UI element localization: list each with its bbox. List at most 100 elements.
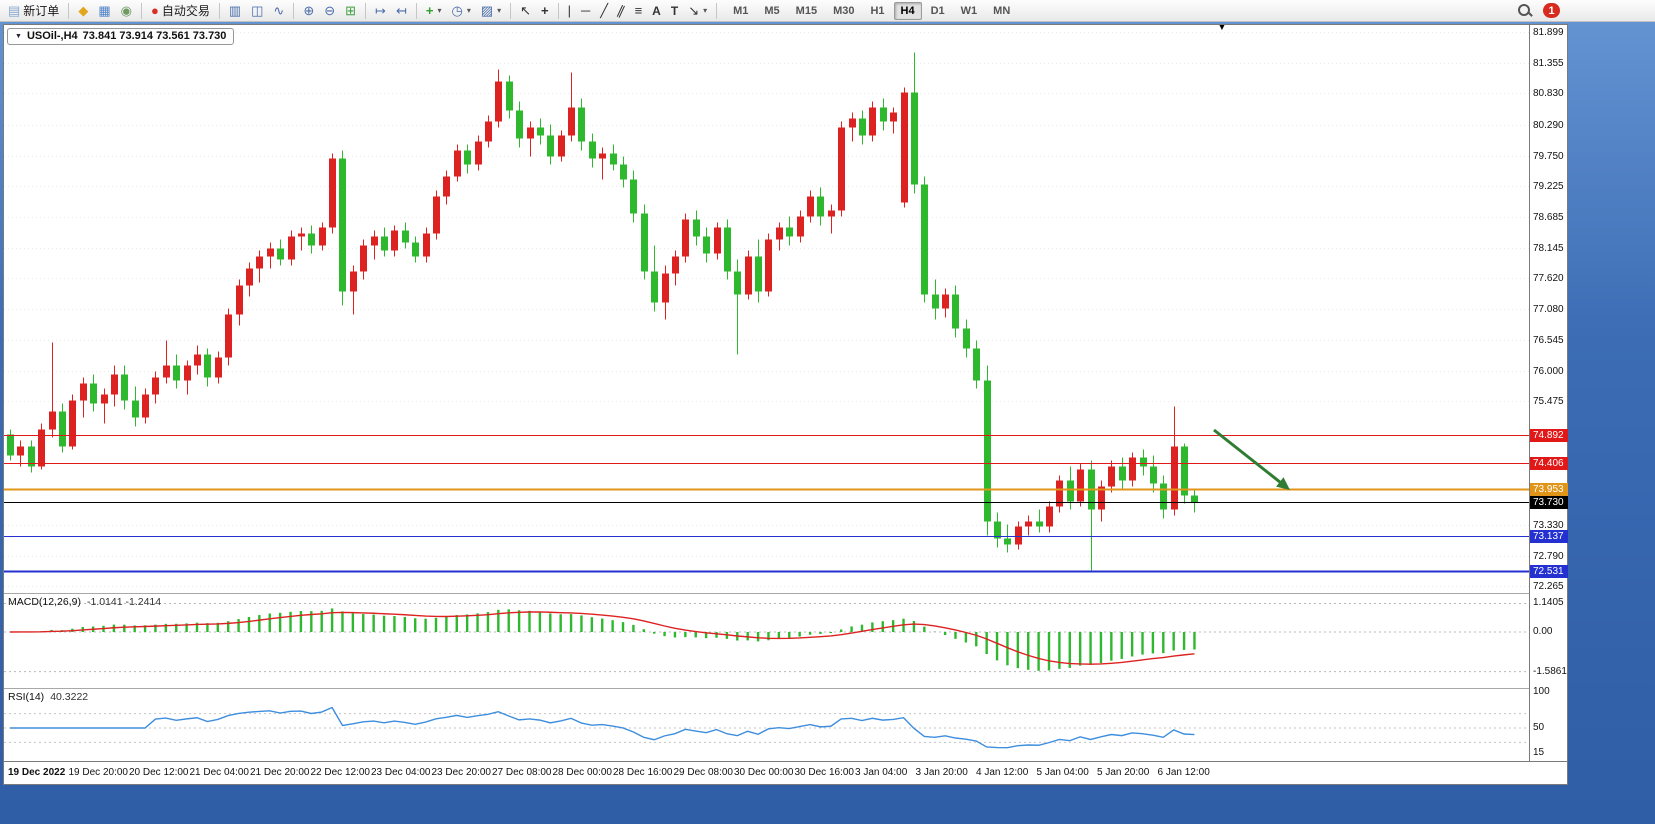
toolbar: ▤ 新订单 ◆ ▦ ◉ ● 自动交易 ▥ ◫ ∿ ⊕ ⊖ ⊞ ↦ ↤ + ▾ ◷ ▾ ▨ ▾ ↖ + | ─ ╱ ∥ ≡ A T ↘ ▾ M1 M… [0,0,1655,22]
toolbar-separator [68,2,70,19]
autotrading-icon: ● [150,3,159,18]
cursor-button[interactable]: ↖ [515,1,536,21]
vertical-line-icon: | [567,3,572,18]
channel-button[interactable]: ∥ [613,1,630,21]
clock-icon: ◷ [451,3,463,18]
text-icon: A [652,3,661,18]
zoom-in-button[interactable]: ⊕ [298,1,319,21]
fibonacci-button[interactable]: ≡ [630,1,648,21]
profile-icon: ▦ [98,3,111,18]
timeframe-m15-button[interactable]: M15 [795,4,818,17]
price-label: 80.830 [1533,87,1564,99]
time-axis[interactable]: 19 Dec 2022 19 Dec 20:00 20 Dec 12:00 21 De… [4,761,1567,784]
auto-scroll-icon: ↦ [375,3,386,18]
notifications-badge[interactable]: 1 [1543,3,1560,18]
auto-scroll-button[interactable]: ↦ [370,1,391,21]
time-label: 30 Dec 00:00 [734,767,794,778]
horizontal-line-button[interactable]: ─ [576,1,595,21]
toolbar-separator [716,2,718,19]
price-label: 77.080 [1533,303,1564,315]
price-axis[interactable]: 81.899 81.355 80.830 80.290 79.750 79.225 78.6… [1529,25,1568,761]
periods-button[interactable]: ◷ ▾ [446,1,475,21]
shapes-button[interactable]: ↘ ▾ [683,1,712,21]
autotrading-button-label: 自动交易 [161,4,210,18]
line-chart-button[interactable]: ∿ [268,1,289,21]
rsi-axis-label: 100 [1533,686,1550,697]
timeframe-m1-button[interactable]: M1 [733,4,749,17]
time-label: 19 Dec 20:00 [68,767,129,778]
tile-windows-button[interactable]: ⊞ [340,1,361,21]
crosshair-button[interactable]: + [536,1,554,21]
chart-window: ▼ USOil-,H4 73.841 73.914 73.561 73.730 … [3,24,1568,785]
mql5-community-button[interactable]: ◆ [73,1,93,21]
workspace: ▼ USOil-,H4 73.841 73.914 73.561 73.730 … [0,22,1655,824]
time-label: 5 Jan 20:00 [1097,767,1150,778]
macd-values: -1.0141 -1.2414 [86,596,162,608]
vertical-line-button[interactable]: | [563,1,576,21]
time-label: 20 Dec 12:00 [129,767,189,778]
timeframe-m5-button[interactable]: M5 [764,4,780,17]
time-label: 3 Jan 20:00 [915,767,968,778]
new-order-button[interactable]: ▤ 新订单 [3,1,64,21]
search-button[interactable] [1512,1,1537,21]
price-tag: 73.953 [1530,482,1568,496]
price-tag: 73.137 [1530,529,1568,543]
indicators-button[interactable]: + ▾ [421,1,447,21]
chart-dropdown-icon: ▼ [15,32,22,40]
zoom-out-button[interactable]: ⊖ [319,1,340,21]
macd-axis-label: -1.5861 [1533,665,1567,677]
label-button[interactable]: T [666,1,683,21]
line-chart-icon: ∿ [273,3,285,18]
chart-symbol-period: USOil-,H4 [26,30,78,42]
timeframe-w1-button[interactable]: W1 [960,4,978,17]
toolbar-separator [557,2,559,19]
chart-shift-button[interactable]: ↤ [391,1,412,21]
price-label: 78.145 [1533,242,1564,254]
time-label: 4 Jan 12:00 [976,767,1029,778]
trendline-icon: ╱ [600,3,609,18]
price-tag: 72.531 [1530,564,1568,578]
text-button[interactable]: A [647,1,666,21]
templates-button[interactable]: ▨ ▾ [476,1,506,21]
indicators-icon: + [425,3,434,18]
timeframe-h1-button[interactable]: H1 [870,4,885,17]
timeframe-m30-button[interactable]: M30 [833,4,855,17]
channel-icon: ∥ [615,2,628,19]
price-label: 81.355 [1533,57,1564,69]
time-label: 19 Dec 2022 [8,767,66,778]
timeframe-h4-button[interactable]: H4 [893,1,922,20]
chart-shift-icon: ↤ [395,3,407,18]
macd-axis-label: 1.1405 [1533,597,1564,609]
chart-ohlc: 73.841 73.914 73.561 73.730 [82,30,227,42]
rsi-panel[interactable]: RSI(14) 40.3222 [4,688,1529,761]
zoom-out-icon: ⊖ [324,3,336,18]
market-button[interactable]: ◉ [116,1,137,21]
price-label: 73.330 [1533,519,1564,531]
cursor-icon: ↖ [520,3,532,18]
label-icon: T [670,3,679,18]
price-label: 79.225 [1533,180,1564,192]
toolbar-separator [415,2,417,19]
time-label: 28 Dec 16:00 [613,767,673,778]
tile-windows-icon: ⊞ [345,3,357,18]
shift-marker-icon[interactable]: ▼ [1217,25,1227,33]
macd-panel[interactable]: MACD(12,26,9) -1.0141 -1.2414 [4,593,1529,688]
main-chart[interactable]: ▼ USOil-,H4 73.841 73.914 73.561 73.730 … [4,25,1529,593]
fibonacci-icon: ≡ [634,3,643,18]
chart-title-tab[interactable]: ▼ USOil-,H4 73.841 73.914 73.561 73.730 [7,28,235,45]
bar-chart-button[interactable]: ▥ [224,1,246,21]
toolbar-separator [218,2,220,19]
trendline-button[interactable]: ╱ [595,1,613,21]
time-label: 30 Dec 16:00 [794,767,855,778]
price-label: 77.620 [1533,272,1564,284]
autotrading-button[interactable]: ● 自动交易 [146,1,215,21]
candlestick-chart-button[interactable]: ◫ [246,1,268,21]
profile-button[interactable]: ▦ [93,1,115,21]
macd-panel-label: MACD(12,26,9) -1.0141 -1.2414 [8,596,161,608]
zoom-in-icon: ⊕ [303,3,315,18]
chevron-down-icon: ▾ [497,6,502,15]
rsi-value: 40.3222 [50,691,89,703]
template-icon: ▨ [480,3,494,18]
timeframe-mn-button[interactable]: MN [993,4,1011,17]
timeframe-d1-button[interactable]: D1 [930,4,945,17]
